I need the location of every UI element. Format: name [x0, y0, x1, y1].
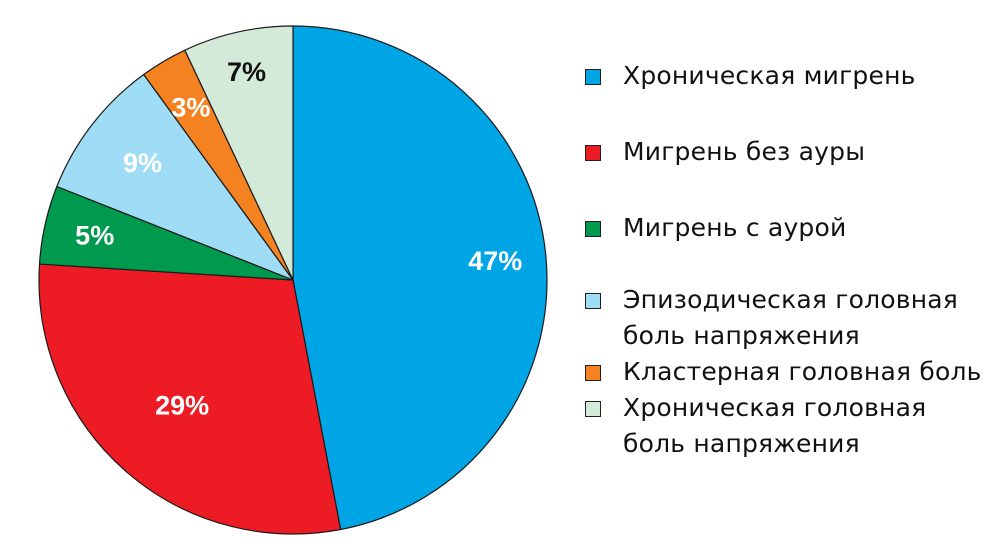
pie-slice — [38, 263, 342, 535]
legend-swatch — [585, 365, 601, 381]
legend-item-cluster-headache: Кластерная головная боль — [585, 354, 985, 390]
legend-item-episodic-tension-headache: Эпизодическая головная боль напряжения — [585, 282, 985, 354]
legend-label: Кластерная головная боль — [623, 357, 982, 386]
slice-value-label: 29% — [155, 391, 209, 421]
legend-swatch — [585, 293, 601, 309]
pie-slices — [38, 25, 548, 535]
legend-swatch — [585, 401, 601, 417]
slice-value-label: 47% — [468, 246, 522, 276]
slice-value-label: 3% — [171, 92, 210, 122]
legend-label: Мигрень без ауры — [623, 137, 866, 166]
legend: Хроническая мигрень Мигрень без ауры Миг… — [585, 58, 985, 462]
legend-swatch — [585, 145, 601, 161]
pie-chart: 47% 29% 5% 9% 3% 7% — [38, 25, 548, 535]
legend-label: Эпизодическая головная боль напряжения — [623, 285, 959, 350]
slice-value-label: 7% — [227, 57, 266, 87]
legend-item-migraine-with-aura: Мигрень с аурой — [585, 210, 985, 246]
legend-swatch — [585, 221, 601, 237]
legend-swatch — [585, 69, 601, 85]
legend-item-chronic-tension-headache: Хроническая головная боль напряжения — [585, 390, 985, 462]
slice-value-label: 9% — [123, 148, 162, 178]
pie-slice — [184, 25, 294, 281]
legend-item-migraine-without-aura: Мигрень без ауры — [585, 134, 985, 170]
slice-value-label: 5% — [75, 221, 114, 251]
legend-label: Хроническая головная боль напряжения — [623, 393, 927, 458]
pie-slice — [292, 25, 548, 531]
legend-item-chronic-migraine: Хроническая мигрень — [585, 58, 985, 94]
legend-label: Хроническая мигрень — [623, 61, 916, 90]
pie-slice — [56, 73, 294, 281]
legend-label: Мигрень с аурой — [623, 213, 847, 242]
pie-labels: 47% 29% 5% 9% 3% 7% — [75, 57, 522, 421]
